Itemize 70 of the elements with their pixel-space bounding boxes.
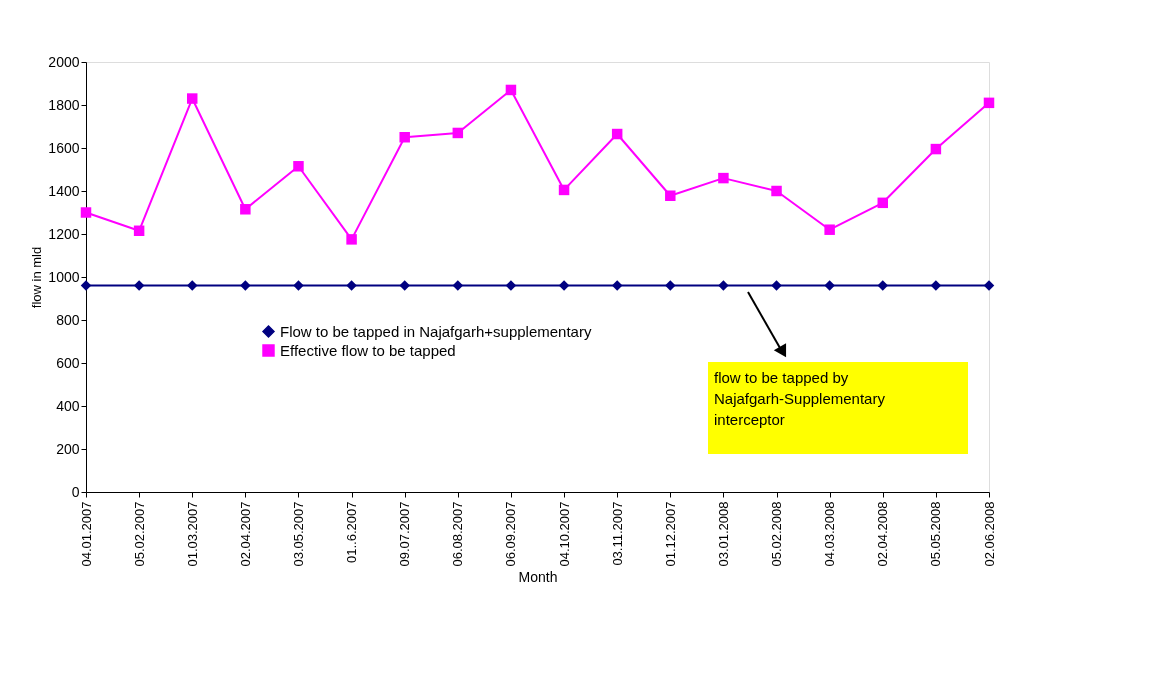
x-tick-label: 06.09.2007 <box>503 501 519 567</box>
point <box>186 280 198 291</box>
y-tick-label: 0 <box>71 483 80 500</box>
point <box>930 143 942 155</box>
y-tick-label: 1200 <box>48 225 80 242</box>
y-tick-label: 200 <box>56 440 80 457</box>
annotation: flow to be tapped by Najafgarh-Supplementary interceptor <box>714 369 886 428</box>
point <box>877 197 889 209</box>
x-tick-label: 05.02.2008 <box>769 501 785 567</box>
point <box>293 161 304 172</box>
y-tick-label: 400 <box>56 397 80 414</box>
point <box>718 172 729 184</box>
point <box>399 280 410 291</box>
point <box>133 225 145 237</box>
y-tick-label: 600 <box>56 354 80 371</box>
point <box>80 207 92 218</box>
x-tick-label: 01..6.2007 <box>344 501 360 563</box>
x-tick-label: 05.05.2008 <box>928 501 944 567</box>
point <box>930 280 942 291</box>
x-tick-label: 02.04.2007 <box>237 501 253 567</box>
point <box>983 97 995 109</box>
y-tick-label: 1800 <box>48 96 80 113</box>
y-tick-label: 1000 <box>48 268 80 285</box>
point <box>665 280 676 291</box>
x-axis-title: Month <box>518 568 558 585</box>
x-tick-label: 01.12.2007 <box>662 501 678 567</box>
x-tick-label: 09.07.2007 <box>397 501 413 567</box>
y-tick-label: 2000 <box>48 53 80 70</box>
point <box>240 280 251 291</box>
y-tick-label: 800 <box>56 311 80 328</box>
x-tick-label: 03.11.2007 <box>609 501 625 566</box>
point <box>771 185 782 197</box>
point <box>983 280 995 291</box>
point <box>452 280 464 291</box>
point <box>186 93 198 104</box>
point <box>611 128 623 140</box>
point <box>399 132 410 143</box>
point <box>293 280 304 291</box>
x-tick-label: 03.05.2007 <box>290 501 306 567</box>
point <box>877 280 889 291</box>
point <box>452 127 464 139</box>
point <box>824 224 835 235</box>
legend-label: Effective flow to be tapped <box>280 341 456 359</box>
point <box>558 280 570 291</box>
x-tick-label: 05.02.2007 <box>131 501 147 567</box>
point <box>346 280 357 291</box>
x-tick-label: 01.03.2007 <box>184 501 200 567</box>
x-tick-label: 03.01.2008 <box>715 501 731 567</box>
point <box>558 184 570 196</box>
point <box>80 280 92 291</box>
y-axis-title: flow in mld <box>29 246 45 309</box>
y-tick-label: 1400 <box>48 182 80 199</box>
x-tick-label: 02.04.2008 <box>875 501 891 567</box>
x-tick-label: 04.01.2007 <box>78 501 94 567</box>
point <box>505 280 517 291</box>
point <box>133 280 145 291</box>
x-tick-label: 02.06.2008 <box>981 501 997 567</box>
point <box>240 204 251 215</box>
y-tick-label: 1600 <box>48 139 80 156</box>
point <box>346 234 357 245</box>
legend-label: Flow to be tapped in Najafgarh+supplementary <box>280 322 592 340</box>
point <box>771 280 782 291</box>
point <box>665 190 676 201</box>
x-tick-label: 06.08.2007 <box>450 501 466 567</box>
x-tick-label: 04.10.2007 <box>556 501 572 567</box>
point <box>718 280 729 291</box>
point <box>824 280 835 291</box>
x-tick-label: 04.03.2008 <box>822 501 838 567</box>
point <box>505 84 517 96</box>
point <box>611 280 623 291</box>
